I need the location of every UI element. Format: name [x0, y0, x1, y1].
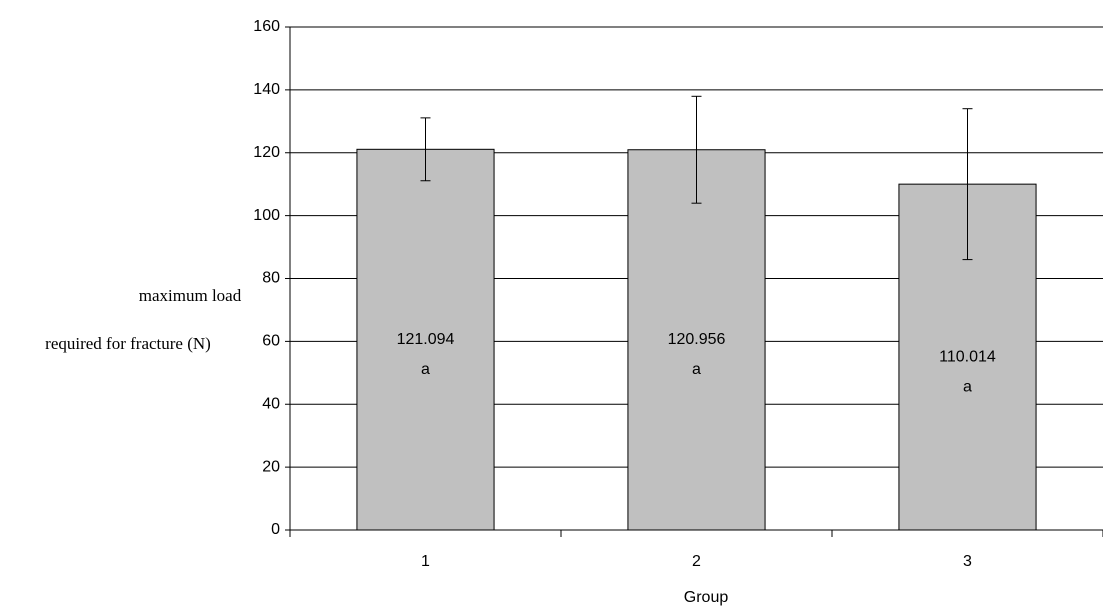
y-axis-label: required for fracture (N) — [45, 334, 211, 353]
y-tick-label: 120 — [253, 144, 280, 161]
y-tick-label: 80 — [262, 270, 280, 287]
x-tick-label: 2 — [692, 553, 701, 570]
y-tick-label: 0 — [271, 521, 280, 538]
annotation: a — [963, 378, 972, 395]
value-label: 110.014 — [939, 348, 996, 365]
y-tick-label: 20 — [262, 458, 280, 475]
value-label: 120.956 — [668, 331, 726, 348]
x-tick-label: 3 — [963, 553, 972, 570]
value-label: 121.094 — [397, 331, 455, 348]
chart: maximum load required for fracture (N) G… — [0, 0, 1103, 608]
y-tick-label: 140 — [253, 81, 280, 98]
y-tick-label: 60 — [262, 333, 280, 350]
annotation: a — [692, 361, 701, 378]
x-axis-label: Group — [684, 589, 729, 606]
y-tick-label: 40 — [262, 395, 280, 412]
x-tick-label: 1 — [421, 553, 430, 570]
y-tick-label: 160 — [253, 18, 280, 35]
y-tick-label: 100 — [253, 207, 280, 224]
y-axis-label: maximum load — [139, 286, 242, 305]
annotation: a — [421, 361, 430, 378]
